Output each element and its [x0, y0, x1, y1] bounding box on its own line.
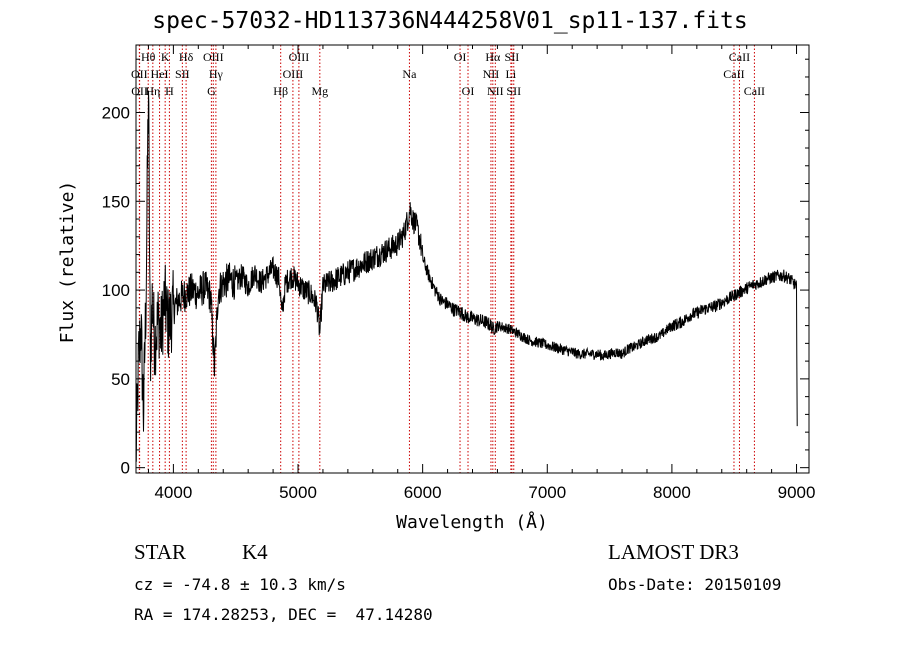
spectral-line-label: K: [161, 50, 170, 64]
spectral-line-label: SII: [506, 84, 521, 98]
x-tick-label: 5000: [279, 483, 317, 502]
spectral-line-label: OIII: [203, 50, 224, 64]
spectral-line-label: Hγ: [209, 67, 224, 81]
y-tick-label: 150: [102, 192, 130, 211]
spectral-line-label: OI: [462, 84, 475, 98]
spectral-line-label: Hβ: [273, 84, 288, 98]
y-tick-label: 50: [111, 370, 130, 389]
x-axis: 4000 5000 6000 7000 8000 9000: [147, 45, 816, 502]
spectral-line-label: Hη: [145, 84, 160, 98]
spectrum-line: [135, 90, 798, 462]
subclass: K4: [242, 540, 268, 564]
spectral-line-label: NII: [483, 67, 500, 81]
spectral-line-label: CaII: [729, 50, 750, 64]
redshift-value: cz = -74.8 ± 10.3 km/s: [134, 575, 346, 594]
y-tick-label: 200: [102, 103, 130, 122]
y-tick-label: 0: [121, 459, 130, 478]
spectral-line-label: Hδ: [179, 50, 194, 64]
line-markers: [138, 45, 755, 473]
y-axis-label: Flux (relative): [57, 181, 78, 344]
x-tick-label: 9000: [778, 483, 816, 502]
spectral-line-label: Mg: [311, 84, 328, 98]
spectral-line-label: HeI: [151, 67, 169, 81]
chart-title: spec-57032-HD113736N444258V01_sp11-137.f…: [152, 8, 748, 34]
spectral-line-label: NII: [487, 84, 504, 98]
plot-frame: [135, 44, 810, 474]
spectral-line-label: SII: [505, 50, 520, 64]
spectral-line-label: SII: [175, 67, 190, 81]
x-tick-label: 4000: [154, 483, 192, 502]
y-tick-label: 100: [102, 281, 130, 300]
x-tick-label: 8000: [653, 483, 691, 502]
spectral-line-label: Hα: [485, 50, 501, 64]
x-tick-label: 6000: [404, 483, 442, 502]
survey-name: LAMOST DR3: [608, 540, 739, 564]
spectral-line-label: G: [207, 84, 216, 98]
spectral-line-label: OIII: [289, 50, 310, 64]
x-axis-label: Wavelength (Å): [396, 511, 548, 533]
spectral-line-label: OIII: [283, 67, 304, 81]
coordinates: RA = 174.28253, DEC = 47.14280: [134, 605, 433, 624]
line-labels: OIIOIIHθHηHeIKHSIIHδGOIIIHγHβOIIIOIIIMgN…: [131, 50, 765, 98]
spectral-line-label: OI: [454, 50, 467, 64]
obs-date: Obs-Date: 20150109: [608, 575, 782, 594]
object-class: STAR: [134, 540, 186, 564]
spectral-line-label: CaII: [723, 67, 744, 81]
spectral-line-label: Hθ: [141, 50, 156, 64]
spectral-line-label: Li: [506, 67, 517, 81]
spectral-line-label: H: [165, 84, 174, 98]
x-tick-label: 7000: [528, 483, 566, 502]
spectral-line-label: OII: [131, 67, 148, 81]
y-axis: 0 50 100 150 200: [102, 58, 809, 478]
spectral-line-label: CaII: [744, 84, 765, 98]
spectral-line-label: Na: [402, 67, 417, 81]
spectral-line-label: OII: [131, 84, 148, 98]
